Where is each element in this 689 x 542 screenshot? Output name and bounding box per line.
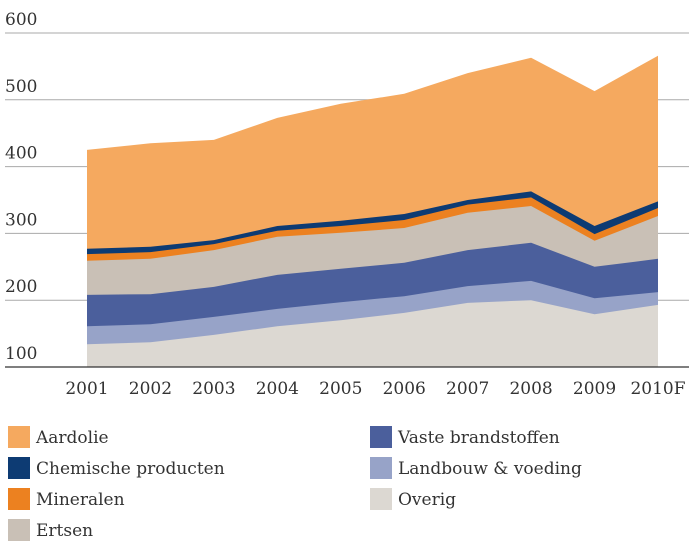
legend-label: Aardolie [35, 428, 109, 448]
y-tick-label: 200 [5, 277, 37, 297]
x-tick-label: 2005 [319, 379, 362, 399]
legend-swatch [8, 519, 30, 541]
legend-label: Mineralen [36, 490, 125, 510]
x-tick-label: 2008 [509, 379, 552, 399]
legend-swatch [370, 488, 392, 510]
legend-label: Landbouw & voeding [398, 459, 582, 479]
x-tick-label: 2002 [129, 379, 172, 399]
x-tick-label: 2004 [256, 379, 299, 399]
legend-swatch [370, 457, 392, 479]
legend-swatch [8, 426, 30, 448]
x-tick-label: 2010F [630, 379, 685, 399]
legend-label: Overig [398, 490, 456, 510]
x-tick-label: 2003 [192, 379, 235, 399]
y-tick-label: 300 [5, 210, 37, 230]
legend-label: Ertsen [36, 521, 93, 541]
y-tick-label: 500 [5, 77, 37, 97]
x-tick-label: 2009 [573, 379, 616, 399]
x-tick-label: 2006 [383, 379, 426, 399]
x-tick-label: 2001 [65, 379, 108, 399]
y-tick-label: 100 [5, 344, 37, 364]
legend-swatch [8, 457, 30, 479]
area [87, 300, 658, 367]
legend-label: Chemische producten [36, 459, 225, 479]
x-tick-label: 2007 [446, 379, 489, 399]
y-tick-label: 400 [5, 144, 37, 164]
legend-label: Vaste brandstoffen [397, 428, 560, 448]
y-tick-label: 600 [5, 10, 37, 30]
legend-swatch [370, 426, 392, 448]
legend-swatch [8, 488, 30, 510]
